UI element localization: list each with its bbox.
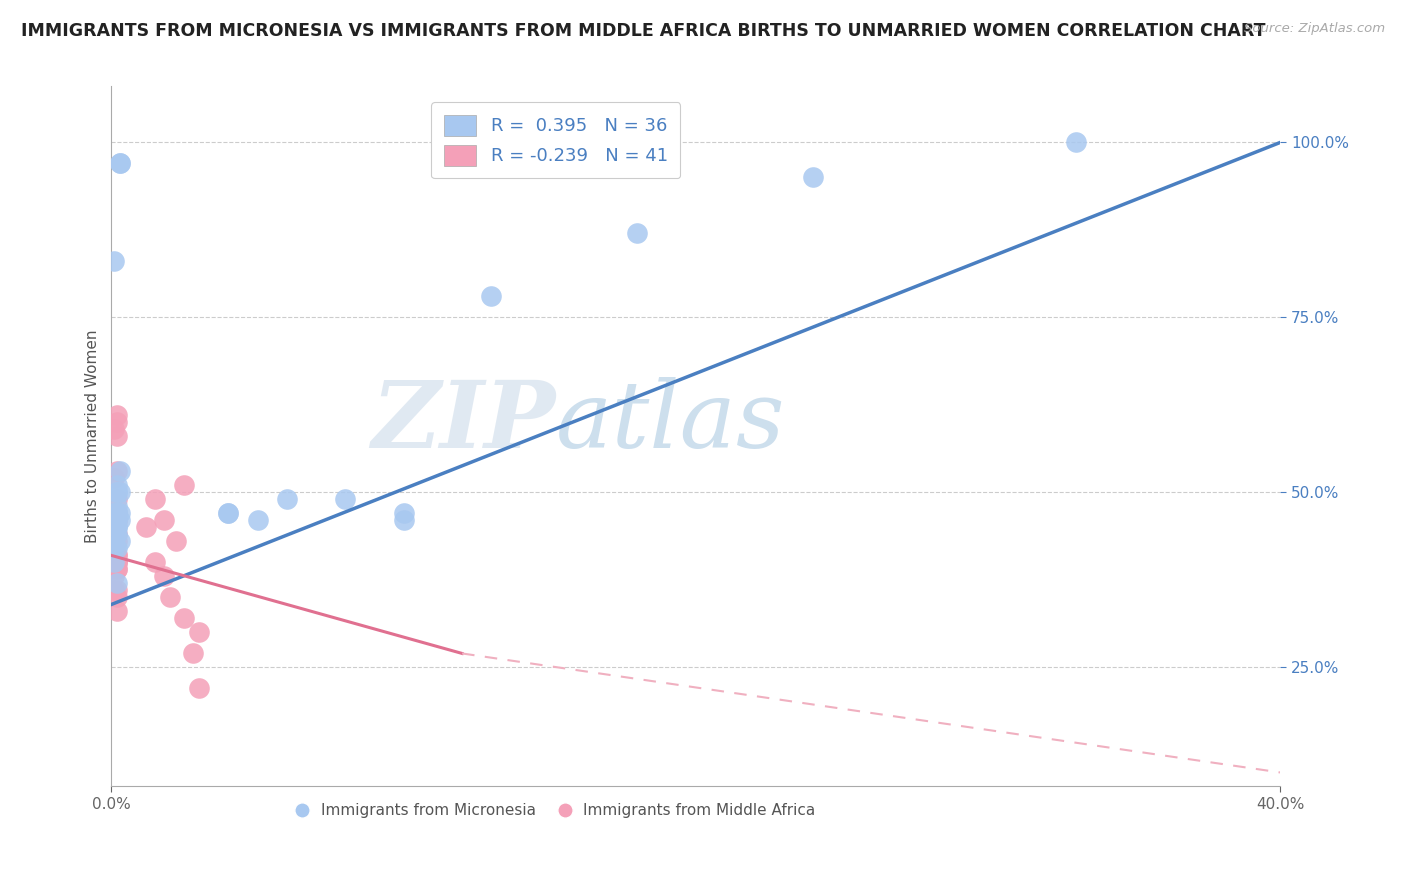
Point [105, 507, 128, 521]
Point [108, 156, 131, 170]
Point [103, 471, 125, 485]
Point [105, 492, 128, 507]
Point [105, 527, 128, 541]
Point [105, 513, 128, 527]
Point [801, 170, 824, 185]
Point [392, 513, 415, 527]
Text: atlas: atlas [555, 377, 785, 467]
Point [335, 492, 357, 507]
Point [105, 527, 128, 541]
Point [173, 611, 195, 625]
Text: IMMIGRANTS FROM MICRONESIA VS IMMIGRANTS FROM MIDDLE AFRICA BIRTHS TO UNMARRIED : IMMIGRANTS FROM MICRONESIA VS IMMIGRANTS… [21, 22, 1265, 40]
Point [105, 541, 128, 556]
Point [108, 485, 131, 500]
Point [103, 422, 125, 436]
Point [105, 556, 128, 570]
Text: ZIP: ZIP [371, 377, 555, 467]
Point [105, 549, 128, 563]
Point [135, 520, 157, 534]
Point [105, 556, 128, 570]
Point [105, 429, 128, 443]
Point [105, 465, 128, 479]
Point [108, 534, 131, 549]
Point [276, 492, 298, 507]
Point [105, 604, 128, 618]
Point [105, 534, 128, 549]
Point [143, 556, 166, 570]
Point [188, 625, 211, 640]
Y-axis label: Births to Unmarried Women: Births to Unmarried Women [86, 330, 100, 543]
Legend: Immigrants from Micronesia, Immigrants from Middle Africa: Immigrants from Micronesia, Immigrants f… [290, 797, 821, 824]
Point [105, 478, 128, 492]
Point [105, 520, 128, 534]
Point [626, 227, 648, 241]
Point [105, 513, 128, 527]
Point [105, 576, 128, 591]
Point [103, 541, 125, 556]
Point [392, 507, 415, 521]
Point [105, 485, 128, 500]
Point [105, 416, 128, 430]
Point [108, 507, 131, 521]
Point [103, 541, 125, 556]
Point [105, 507, 128, 521]
Point [143, 492, 166, 507]
Point [103, 569, 125, 583]
Point [188, 681, 211, 696]
Point [1064, 136, 1087, 150]
Point [153, 569, 176, 583]
Point [479, 289, 502, 303]
Point [181, 647, 204, 661]
Point [153, 513, 176, 527]
Point [108, 156, 131, 170]
Point [159, 591, 181, 605]
Point [103, 534, 125, 549]
Point [105, 591, 128, 605]
Point [246, 513, 269, 527]
Point [108, 513, 131, 527]
Point [105, 556, 128, 570]
Point [165, 534, 187, 549]
Point [105, 562, 128, 576]
Point [173, 478, 195, 492]
Point [217, 507, 239, 521]
Point [103, 541, 125, 556]
Point [103, 507, 125, 521]
Point [105, 409, 128, 423]
Point [103, 534, 125, 549]
Point [105, 507, 128, 521]
Point [103, 556, 125, 570]
Point [217, 507, 239, 521]
Text: Source: ZipAtlas.com: Source: ZipAtlas.com [1244, 22, 1385, 36]
Point [105, 549, 128, 563]
Point [105, 485, 128, 500]
Point [103, 583, 125, 598]
Point [105, 513, 128, 527]
Point [108, 465, 131, 479]
Point [105, 520, 128, 534]
Point [105, 562, 128, 576]
Point [103, 562, 125, 576]
Point [105, 583, 128, 598]
Point [105, 507, 128, 521]
Point [103, 583, 125, 598]
Point [105, 500, 128, 514]
Point [103, 254, 125, 268]
